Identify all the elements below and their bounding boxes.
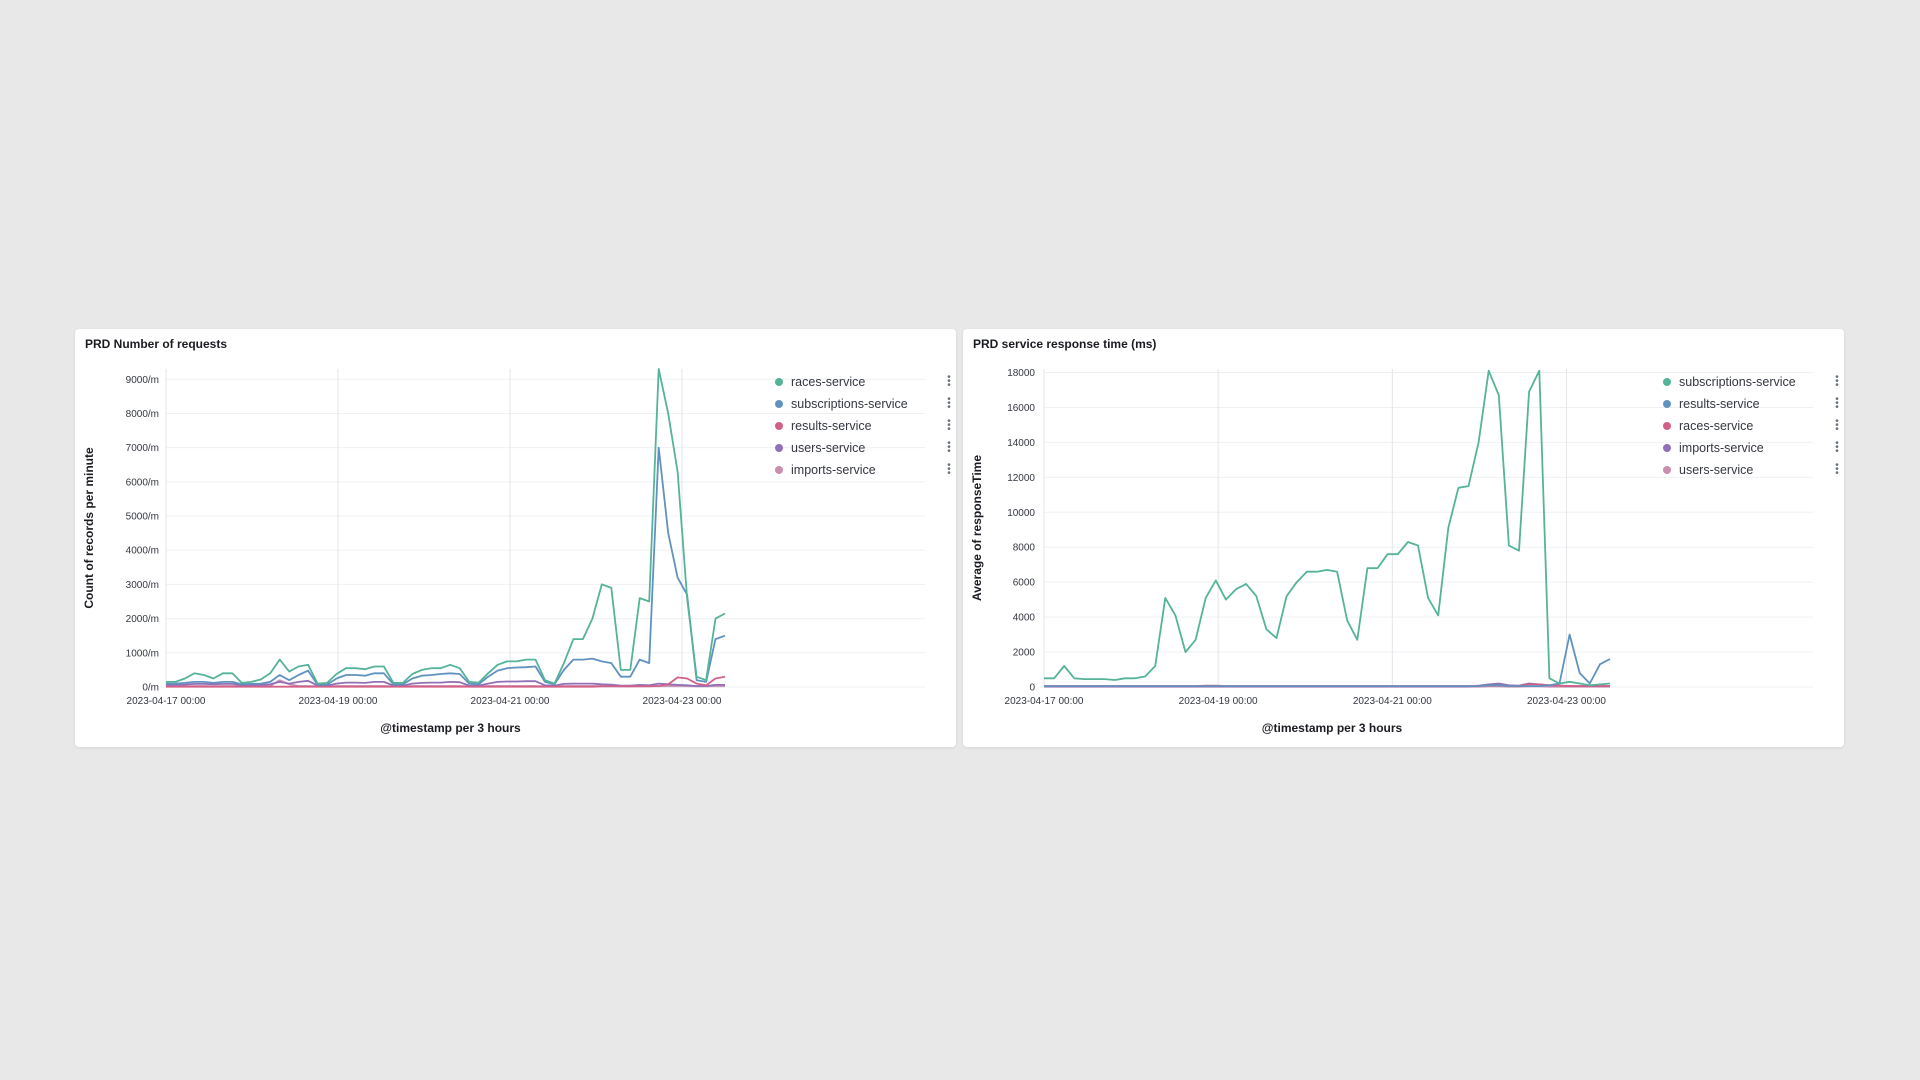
y-tick-label: 8000/m [126,409,159,420]
legend-label: subscriptions-service [1679,375,1796,389]
y-tick-label: 8000 [1013,543,1036,554]
legend-item-imports-service[interactable]: imports-service • • • [1663,437,1843,459]
y-tick-label: 12000 [1007,473,1035,484]
legend-item-subscriptions-service[interactable]: subscriptions-service • • • [1663,371,1843,393]
y-tick-label: 2000 [1013,648,1036,659]
legend-color-dot [1663,378,1671,386]
more-vertical-icon[interactable]: • • • [1835,416,1839,435]
more-vertical-icon[interactable]: • • • [947,372,951,391]
legend-color-dot [775,422,783,430]
x-tick-label: 2023-04-21 00:00 [471,696,550,707]
x-axis-title: @timestamp per 3 hours [380,721,521,735]
panel-requests: PRD Number of requests 0/m 1000/m 2000/m 30… [75,329,956,747]
y-tick-label: 4000/m [126,546,159,557]
y-tick-label: 5000/m [126,512,159,523]
more-vertical-icon[interactable]: • • • [947,438,951,457]
more-vertical-icon[interactable]: • • • [1835,394,1839,413]
series-line-races-service [166,368,726,685]
x-tick-label: 2023-04-23 00:00 [1527,696,1606,707]
legend-label: imports-service [791,463,876,477]
legend-label: results-service [791,419,872,433]
panel-title: PRD Number of requests [85,337,228,351]
y-tick-label: 10000 [1007,508,1035,519]
y-tick-label: 9000/m [126,375,159,386]
chart-requests: 0/m 1000/m 2000/m 3000/m 4000/m 5000/m 6000/m 7… [82,368,925,735]
legend-color-dot [1663,444,1671,452]
y-tick-label: 1000/m [126,648,159,659]
legend-item-races-service[interactable]: races-service • • • [1663,415,1843,437]
legend-label: users-service [1679,463,1754,477]
legend-item-results-service[interactable]: results-service • • • [775,415,955,437]
y-tick-label: 0 [1029,683,1035,694]
legend: subscriptions-service • • • results-servic… [1663,371,1843,481]
y-tick-label: 0/m [142,683,159,694]
more-vertical-icon[interactable]: • • • [1835,372,1839,391]
y-tick-label: 16000 [1007,403,1035,414]
series-line-subscriptions-service [1044,369,1611,687]
y-tick-label: 4000 [1013,613,1036,624]
y-tick-label: 6000/m [126,477,159,488]
series-line-results-service [1044,633,1611,688]
panel-title: PRD service response time (ms) [973,337,1157,351]
more-vertical-icon[interactable]: • • • [947,416,951,435]
more-vertical-icon[interactable]: • • • [1835,460,1839,479]
legend-item-imports-service[interactable]: imports-service • • • [775,459,955,481]
y-axis-title: Average of responseTime [970,455,984,601]
y-tick-label: 7000/m [126,443,159,454]
legend: races-service • • • subscriptions-service … [775,371,955,481]
legend-item-users-service[interactable]: users-service • • • [1663,459,1843,481]
legend-color-dot [775,444,783,452]
legend-color-dot [1663,422,1671,430]
x-axis-title: @timestamp per 3 hours [1262,721,1403,735]
legend-label: imports-service [1679,441,1764,455]
x-tick-label: 2023-04-19 00:00 [299,696,378,707]
x-tick-label: 2023-04-17 00:00 [1005,696,1084,707]
chart-response-time: 0 2000 4000 6000 8000 10000 12000 14000 16000 180… [970,368,1813,735]
legend-label: results-service [1679,397,1760,411]
series-line-subscriptions-service [166,446,726,686]
legend-label: subscriptions-service [791,397,908,411]
y-tick-label: 6000 [1013,578,1036,589]
legend-label: users-service [791,441,866,455]
y-axis-title: Count of records per minute [82,447,96,609]
x-tick-label: 2023-04-23 00:00 [643,696,722,707]
more-vertical-icon[interactable]: • • • [947,394,951,413]
legend-color-dot [1663,400,1671,408]
legend-color-dot [775,466,783,474]
y-tick-label: 3000/m [126,580,159,591]
legend-label: races-service [1679,419,1754,433]
x-tick-label: 2023-04-17 00:00 [127,696,206,707]
panel-response-time: PRD service response time (ms) 0 2000 4000… [963,329,1844,747]
legend-item-users-service[interactable]: users-service • • • [775,437,955,459]
y-tick-label: 18000 [1007,368,1035,379]
series-line-results-service [166,675,726,688]
legend-item-races-service[interactable]: races-service • • • [775,371,955,393]
legend-color-dot [1663,466,1671,474]
legend-color-dot [775,378,783,386]
legend-item-results-service[interactable]: results-service • • • [1663,393,1843,415]
more-vertical-icon[interactable]: • • • [1835,438,1839,457]
legend-color-dot [775,400,783,408]
y-tick-label: 14000 [1007,438,1035,449]
y-tick-label: 2000/m [126,614,159,625]
x-tick-label: 2023-04-21 00:00 [1353,696,1432,707]
legend-item-subscriptions-service[interactable]: subscriptions-service • • • [775,393,955,415]
x-tick-label: 2023-04-19 00:00 [1179,696,1258,707]
legend-label: races-service [791,375,866,389]
more-vertical-icon[interactable]: • • • [947,460,951,479]
